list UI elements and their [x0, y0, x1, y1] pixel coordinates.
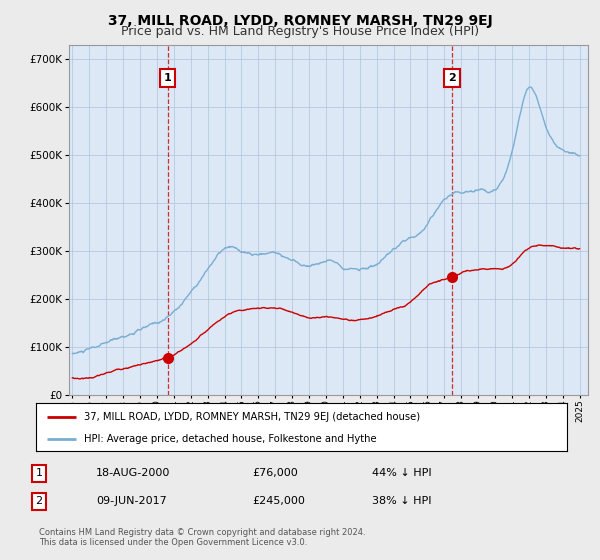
Text: 37, MILL ROAD, LYDD, ROMNEY MARSH, TN29 9EJ: 37, MILL ROAD, LYDD, ROMNEY MARSH, TN29 …	[107, 14, 493, 28]
Text: 18-AUG-2000: 18-AUG-2000	[96, 468, 170, 478]
Text: This data is licensed under the Open Government Licence v3.0.: This data is licensed under the Open Gov…	[39, 538, 307, 547]
Text: 37, MILL ROAD, LYDD, ROMNEY MARSH, TN29 9EJ (detached house): 37, MILL ROAD, LYDD, ROMNEY MARSH, TN29 …	[84, 412, 420, 422]
Text: 38% ↓ HPI: 38% ↓ HPI	[372, 496, 431, 506]
Text: 09-JUN-2017: 09-JUN-2017	[96, 496, 167, 506]
Text: HPI: Average price, detached house, Folkestone and Hythe: HPI: Average price, detached house, Folk…	[84, 434, 376, 444]
Text: £76,000: £76,000	[252, 468, 298, 478]
Text: 2: 2	[35, 496, 43, 506]
Text: £245,000: £245,000	[252, 496, 305, 506]
Text: 44% ↓ HPI: 44% ↓ HPI	[372, 468, 431, 478]
Text: 1: 1	[164, 73, 172, 83]
Text: 1: 1	[35, 468, 43, 478]
Text: Contains HM Land Registry data © Crown copyright and database right 2024.: Contains HM Land Registry data © Crown c…	[39, 528, 365, 536]
Text: Price paid vs. HM Land Registry's House Price Index (HPI): Price paid vs. HM Land Registry's House …	[121, 25, 479, 38]
Text: 2: 2	[448, 73, 455, 83]
